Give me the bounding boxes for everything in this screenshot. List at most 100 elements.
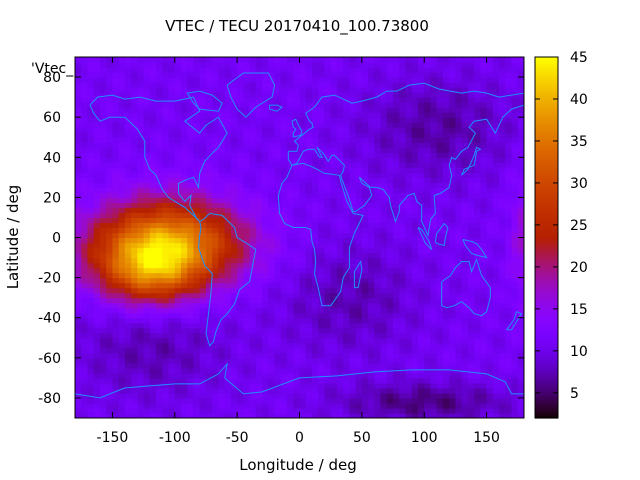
heatmap-cell [199,397,207,404]
heatmap-cell [480,382,488,389]
heatmap-cell [218,57,226,63]
heatmap-cell [480,87,488,93]
heatmap-cell [436,302,444,309]
heatmap-cell [168,282,176,289]
heatmap-cell [499,152,506,158]
heatmap-cell [162,182,170,188]
heatmap-cell [262,402,269,409]
heatmap-cell [212,207,220,214]
heatmap-cell [149,297,157,304]
heatmap-cell [112,62,120,68]
heatmap-cell [243,172,251,178]
heatmap-cell [156,137,163,143]
heatmap-cell [486,217,494,224]
heatmap-cell [93,402,101,409]
heatmap-cell [224,327,232,334]
heatmap-cell [499,222,506,229]
heatmap-cell [311,92,319,98]
heatmap-cell [243,167,251,173]
heatmap-cell [112,397,120,404]
heatmap-cell [324,167,332,173]
heatmap-cell [87,352,95,359]
heatmap-cell [199,187,207,193]
heatmap-cell [355,377,363,384]
heatmap-cell [417,127,425,133]
heatmap-cell [293,97,301,103]
heatmap-cell [131,392,138,399]
heatmap-cell [224,187,232,193]
heatmap-cell [149,207,157,214]
heatmap-cell [305,307,313,314]
heatmap-cell [87,92,95,98]
heatmap-cell [336,207,344,214]
heatmap-cell [430,357,438,364]
heatmap-cell [361,187,369,193]
heatmap-cell [262,342,269,349]
heatmap-cell [405,242,413,249]
heatmap-cell [368,212,375,219]
heatmap-cell [318,332,326,339]
heatmap-cell [361,272,369,279]
heatmap-cell [193,302,201,309]
heatmap-cell [461,342,469,349]
heatmap-cell [181,327,188,334]
heatmap-cell [118,112,126,118]
heatmap-cell [174,257,182,264]
heatmap-cell [249,232,257,239]
heatmap-cell [118,317,126,324]
heatmap-cell [305,72,313,78]
heatmap-cell [243,147,251,153]
heatmap-cell [368,97,375,103]
heatmap-cell [324,242,332,249]
heatmap-cell [361,102,369,108]
heatmap-cell [187,267,195,274]
heatmap-cell [424,332,432,339]
heatmap-cell [374,332,382,339]
heatmap-cell [492,262,500,269]
heatmap-cell [274,242,282,249]
heatmap-cell [274,267,282,274]
heatmap-cell [118,387,126,394]
heatmap-cell [181,82,188,88]
heatmap-cell [324,232,332,239]
heatmap-cell [181,232,188,239]
heatmap-cell [430,77,438,83]
heatmap-cell [405,262,413,269]
heatmap-cell [112,197,120,203]
heatmap-cell [330,272,338,279]
heatmap-cell [249,282,257,289]
heatmap-cell [399,262,407,269]
heatmap-cell [467,102,475,108]
heatmap-cell [299,172,307,178]
heatmap-cell [137,127,145,133]
heatmap-cell [386,247,394,254]
heatmap-cell [81,132,89,138]
heatmap-cell [249,317,257,324]
heatmap-cell [349,77,357,83]
heatmap-cell [174,82,182,88]
heatmap-cell [280,107,288,113]
heatmap-cell [287,112,294,118]
heatmap-cell [324,352,332,359]
heatmap-cell [318,312,326,319]
heatmap-cell [499,157,506,163]
heatmap-cell [417,102,425,108]
heatmap-cell [243,322,251,329]
heatmap-cell [349,397,357,404]
heatmap-cell [255,362,263,369]
heatmap-cell [355,97,363,103]
heatmap-cell [75,377,82,384]
heatmap-cell [499,372,506,379]
heatmap-cell [336,127,344,133]
heatmap-cell [349,377,357,384]
heatmap-cell [168,272,176,279]
heatmap-cell [405,147,413,153]
heatmap-cell [499,77,506,83]
heatmap-cell [174,57,182,63]
heatmap-cell [112,247,120,254]
heatmap-cell [137,182,145,188]
heatmap-cell [212,132,220,138]
heatmap-cell [499,142,506,148]
heatmap-cell [205,172,213,178]
heatmap-cell [368,407,375,414]
